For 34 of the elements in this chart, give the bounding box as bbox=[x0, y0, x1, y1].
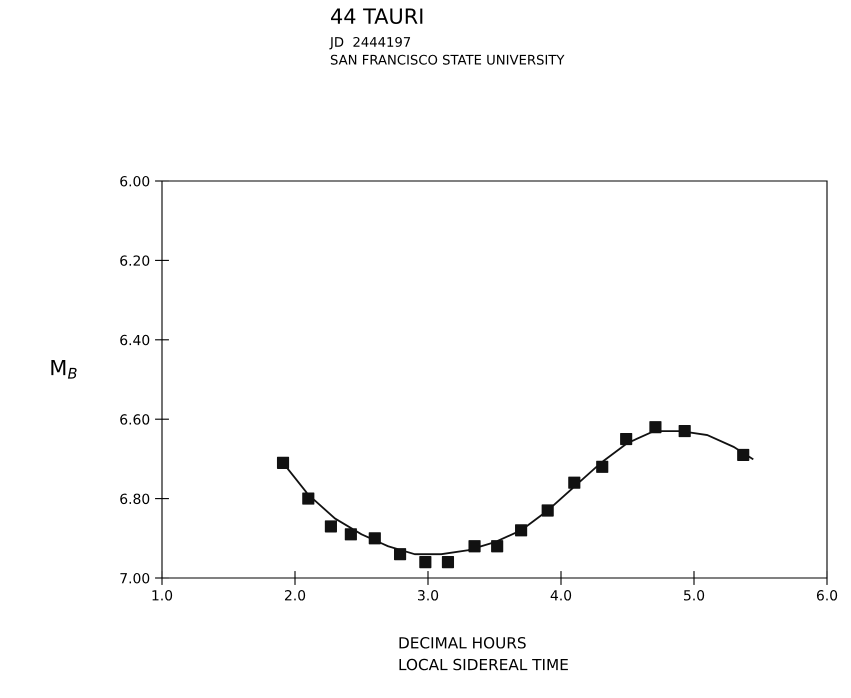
x-tick-label: 1.0 bbox=[152, 590, 172, 601]
chart-subtitle: JD 2444197 SAN FRANCISCO STATE UNIVERSITY bbox=[329, 36, 564, 65]
x-tick-label: 3.0 bbox=[418, 590, 438, 601]
point bbox=[394, 548, 406, 560]
x-axis-title: DECIMAL HOURS LOCAL SIDEREAL TIME bbox=[400, 637, 568, 670]
point bbox=[542, 504, 554, 517]
y-tick-label: 7.00 bbox=[120, 572, 150, 584]
point bbox=[442, 556, 454, 568]
y-axis-title: M$_{B}$ bbox=[51, 360, 77, 379]
point bbox=[737, 448, 750, 462]
y-tick-label: 6.60 bbox=[120, 414, 150, 425]
y-tick-label: 6.40 bbox=[120, 334, 150, 346]
point bbox=[491, 540, 504, 552]
x-tick-label: 5.0 bbox=[684, 590, 704, 601]
y-tick-label: 6.20 bbox=[120, 255, 150, 266]
point bbox=[515, 524, 528, 536]
x-tick-label: 4.0 bbox=[550, 590, 572, 601]
point bbox=[324, 520, 337, 532]
x-tick-label: 2.0 bbox=[284, 590, 306, 601]
point bbox=[344, 528, 357, 540]
point bbox=[368, 532, 381, 544]
point bbox=[419, 556, 432, 568]
point bbox=[302, 492, 314, 505]
point bbox=[649, 421, 662, 434]
y-tick-label: 6.80 bbox=[120, 494, 150, 504]
x-tick-label: 6.0 bbox=[816, 590, 838, 601]
point bbox=[568, 476, 580, 489]
point bbox=[596, 460, 608, 473]
point bbox=[276, 456, 290, 469]
point bbox=[620, 432, 632, 446]
point bbox=[468, 540, 481, 552]
chart-title: 44 TAURI bbox=[331, 8, 422, 24]
y-tick-label: 6.00 bbox=[120, 176, 150, 186]
point bbox=[678, 425, 691, 438]
